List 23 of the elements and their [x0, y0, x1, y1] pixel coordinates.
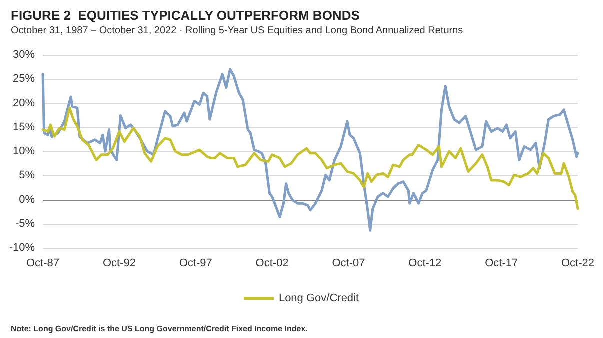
text: Note: Long Gov/Credit is the US Long Government/Credit Fixed Income Index.: [11, 324, 308, 334]
y-tick-label: -5%: [15, 218, 36, 230]
chart-title: FIGURE 2 EQUITIES TYPICALLY OUTPERFORM BONDS: [11, 8, 360, 23]
line-series: [42, 68, 580, 232]
y-tick-label: 25%: [12, 73, 36, 86]
y-tick-label: -10%: [9, 242, 36, 254]
x-tick-label: Oct-12: [408, 258, 442, 270]
y-tick-label: 10%: [12, 146, 36, 158]
line-series: [42, 106, 580, 210]
x-tick-label: Oct-22: [561, 258, 595, 270]
y-tick-label: 15%: [12, 121, 36, 134]
x-tick-label: Oct-17: [485, 258, 518, 270]
y-tick-label: 30%: [12, 49, 36, 61]
x-tick-label: Oct-87: [26, 258, 60, 270]
y-tick-label: 0%: [19, 194, 36, 206]
x-tick-label: Oct-97: [179, 258, 212, 270]
x-tick-label: Oct-02: [256, 258, 289, 270]
x-tick-label: Oct-07: [332, 258, 366, 270]
y-tick-label: 5%: [19, 170, 36, 182]
legend-label: Long Gov/Credit: [278, 292, 360, 304]
chart-subtitle: October 31, 1987 – October 31, 2022 · Rolling 5-Year US Equities and Long Bond Annualized Returns: [11, 26, 464, 36]
x-tick-label: Oct-92: [102, 258, 136, 270]
y-tick-label: 20%: [12, 97, 36, 110]
